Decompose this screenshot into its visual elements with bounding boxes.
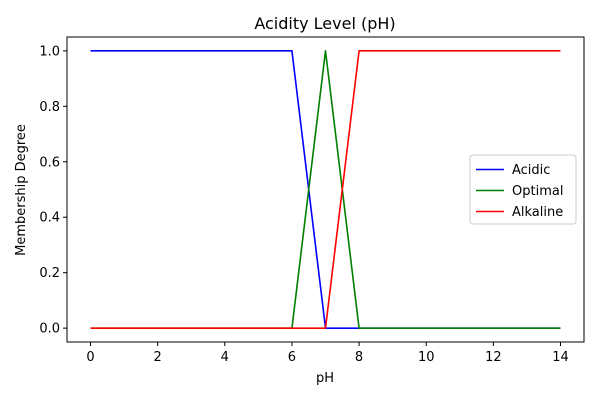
y-tick-label: 0.4 <box>39 211 60 226</box>
series-line-alkaline <box>90 50 561 329</box>
legend-box <box>469 154 577 225</box>
y-tick-label: 1.0 <box>39 44 60 59</box>
y-axis-label: Membership Degree <box>14 124 29 256</box>
x-tick-label: 4 <box>221 350 229 365</box>
x-axis-label: pH <box>316 371 334 386</box>
legend-label-alkaline: Alkaline <box>512 205 563 220</box>
legend: Acidic Optimal Alkaline <box>469 154 577 225</box>
x-tick-label: 12 <box>485 350 502 365</box>
x-tick-label: 8 <box>355 350 363 365</box>
y-tick-label: 0.8 <box>39 100 60 115</box>
x-tick-label: 2 <box>154 350 162 365</box>
x-tick-label: 10 <box>418 350 435 365</box>
y-tick-label: 0.2 <box>39 266 60 281</box>
x-tick-label: 6 <box>288 350 296 365</box>
legend-label-optimal: Optimal <box>512 184 563 199</box>
y-axis-ticks: 0.0 0.2 0.4 0.6 0.8 1.0 <box>39 44 67 337</box>
x-tick-label: 14 <box>552 350 569 365</box>
y-tick-label: 0.6 <box>39 155 60 170</box>
chart-title: Acidity Level (pH) <box>254 14 395 33</box>
plot-frame <box>66 36 585 343</box>
y-tick-label: 0.0 <box>39 322 60 337</box>
legend-label-acidic: Acidic <box>512 163 550 178</box>
plot-lines <box>90 50 561 329</box>
x-tick-label: 0 <box>86 350 94 365</box>
x-axis-ticks: 0 2 4 6 8 10 12 14 <box>86 342 569 365</box>
